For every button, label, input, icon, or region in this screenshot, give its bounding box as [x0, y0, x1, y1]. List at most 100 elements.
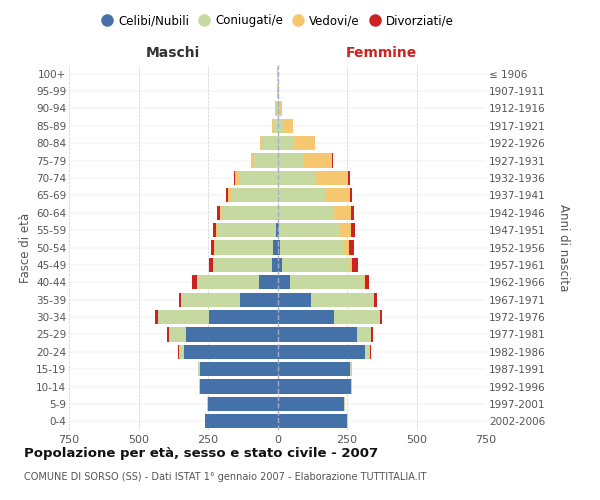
Bar	[214, 258, 272, 272]
Text: Femmine: Femmine	[346, 46, 418, 60]
Bar	[254, 154, 277, 168]
Bar	[279, 102, 282, 116]
Bar	[334, 310, 379, 324]
Bar	[281, 258, 350, 272]
Bar	[277, 275, 290, 289]
Bar	[184, 344, 277, 359]
Bar	[280, 240, 344, 254]
Bar	[294, 136, 315, 150]
Bar	[155, 310, 158, 324]
Bar	[205, 414, 277, 428]
Bar	[277, 206, 334, 220]
Bar	[260, 136, 262, 150]
Bar	[272, 258, 277, 272]
Bar	[217, 206, 220, 220]
Bar	[344, 240, 349, 254]
Bar	[272, 118, 274, 133]
Bar	[277, 414, 347, 428]
Bar	[380, 310, 382, 324]
Bar	[234, 171, 235, 185]
Bar	[277, 380, 351, 394]
Text: Popolazione per età, sesso e stato civile - 2007: Popolazione per età, sesso e stato civil…	[24, 448, 378, 460]
Bar	[290, 275, 364, 289]
Bar	[283, 118, 293, 133]
Bar	[340, 223, 350, 237]
Bar	[350, 206, 354, 220]
Bar	[277, 154, 302, 168]
Bar	[259, 275, 277, 289]
Y-axis label: Anni di nascita: Anni di nascita	[557, 204, 569, 291]
Bar	[357, 328, 371, 342]
Bar	[197, 275, 259, 289]
Legend: Celibi/Nubili, Coniugati/e, Vedovi/e, Divorziati/e: Celibi/Nubili, Coniugati/e, Vedovi/e, Di…	[101, 14, 454, 28]
Bar	[240, 292, 277, 307]
Bar	[334, 206, 350, 220]
Bar	[350, 223, 355, 237]
Bar	[316, 171, 349, 185]
Bar	[277, 292, 311, 307]
Text: Maschi: Maschi	[146, 46, 200, 60]
Bar	[365, 275, 369, 289]
Bar	[200, 380, 277, 394]
Bar	[193, 275, 197, 289]
Bar	[274, 118, 277, 133]
Bar	[226, 188, 228, 202]
Bar	[349, 240, 354, 254]
Bar	[277, 362, 350, 376]
Bar	[350, 188, 352, 202]
Bar	[277, 310, 334, 324]
Bar	[374, 292, 377, 307]
Bar	[178, 344, 179, 359]
Bar	[182, 292, 240, 307]
Bar	[349, 171, 350, 185]
Bar	[277, 171, 316, 185]
Bar	[276, 102, 277, 116]
Bar	[277, 344, 365, 359]
Bar	[276, 223, 277, 237]
Bar	[302, 154, 332, 168]
Bar	[277, 328, 357, 342]
Bar	[325, 188, 350, 202]
Bar	[211, 240, 214, 254]
Bar	[277, 102, 279, 116]
Bar	[364, 275, 365, 289]
Y-axis label: Fasce di età: Fasce di età	[19, 212, 32, 282]
Bar	[277, 240, 280, 254]
Bar	[216, 223, 218, 237]
Text: COMUNE DI SORSO (SS) - Dati ISTAT 1° gennaio 2007 - Elaborazione TUTTITALIA.IT: COMUNE DI SORSO (SS) - Dati ISTAT 1° gen…	[24, 472, 427, 482]
Bar	[213, 223, 216, 237]
Bar	[277, 188, 325, 202]
Bar	[277, 136, 294, 150]
Bar	[277, 397, 344, 411]
Bar	[200, 362, 277, 376]
Bar	[179, 292, 181, 307]
Bar	[179, 344, 184, 359]
Bar	[218, 223, 276, 237]
Bar	[350, 362, 351, 376]
Bar	[370, 344, 371, 359]
Bar	[232, 188, 277, 202]
Bar	[220, 206, 222, 220]
Bar	[158, 310, 209, 324]
Bar	[186, 328, 277, 342]
Bar	[169, 328, 186, 342]
Bar	[352, 258, 358, 272]
Bar	[277, 118, 283, 133]
Bar	[228, 188, 232, 202]
Bar	[279, 223, 340, 237]
Bar	[311, 292, 373, 307]
Bar	[209, 310, 277, 324]
Bar	[222, 206, 277, 220]
Bar	[208, 397, 277, 411]
Bar	[235, 171, 240, 185]
Bar	[274, 240, 277, 254]
Bar	[371, 328, 373, 342]
Bar	[365, 344, 369, 359]
Bar	[215, 240, 274, 254]
Bar	[275, 102, 276, 116]
Bar	[251, 154, 254, 168]
Bar	[277, 223, 279, 237]
Bar	[350, 258, 352, 272]
Bar	[214, 240, 215, 254]
Bar	[209, 258, 213, 272]
